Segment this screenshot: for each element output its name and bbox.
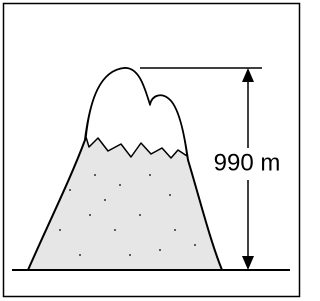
- height-label: 990 m: [214, 149, 281, 176]
- mountain-diagram: 990 m: [0, 0, 304, 301]
